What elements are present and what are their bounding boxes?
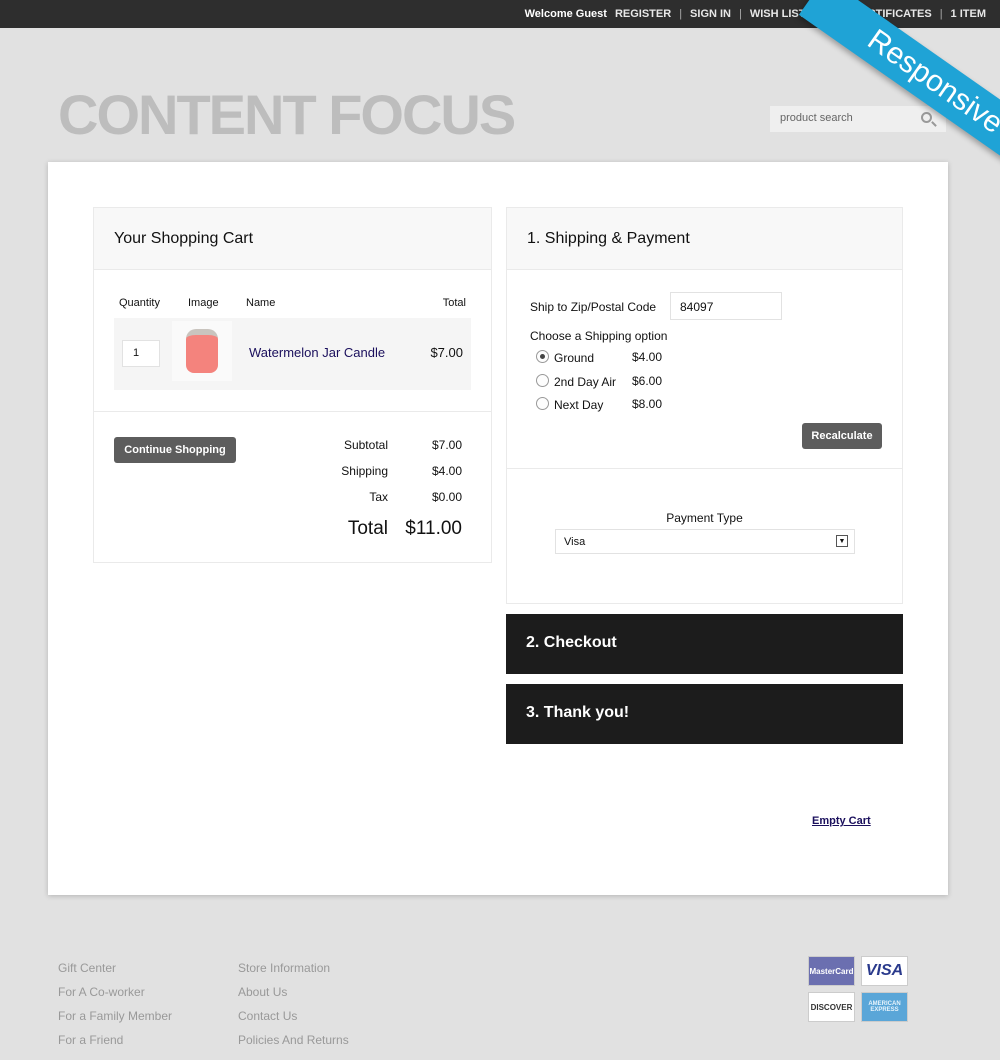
discover-icon: DISCOVER — [808, 992, 855, 1022]
tax-label: Tax — [369, 490, 388, 504]
shipping-value: $4.00 — [431, 464, 462, 478]
search-placeholder: product search — [780, 112, 853, 124]
product-total: $7.00 — [430, 345, 463, 360]
zip-label: Ship to Zip/Postal Code — [530, 300, 657, 314]
logo[interactable]: CONTENT FOCUS — [58, 83, 516, 146]
footer-link[interactable]: For a Family Member — [58, 1009, 173, 1023]
cart-title: Your Shopping Cart — [94, 208, 491, 270]
continue-shopping-button[interactable]: Continue Shopping — [114, 437, 236, 463]
radio-next-day[interactable] — [536, 397, 549, 410]
payment-type-value: Visa — [564, 536, 586, 548]
cart-panel: Your Shopping Cart Quantity Image Name T… — [93, 207, 492, 563]
total-label: Total — [347, 518, 388, 539]
welcome-text: Welcome Guest — [524, 8, 607, 20]
quantity-input[interactable]: 1 — [122, 340, 160, 367]
footer-link[interactable]: For a Friend — [58, 1033, 124, 1047]
header-total: Total — [442, 297, 466, 309]
payment-type-label: Payment Type — [666, 511, 743, 525]
sign-in-link[interactable]: SIGN IN — [690, 8, 731, 20]
footer-link[interactable]: Policies And Returns — [238, 1033, 349, 1047]
header-quantity: Quantity — [119, 297, 160, 309]
option-2nd-day-label[interactable]: 2nd Day Air — [554, 375, 617, 389]
option-next-day-price: $8.00 — [632, 397, 663, 411]
footer-link[interactable]: About Us — [238, 985, 288, 999]
shipping-panel: 1. Shipping & Payment Ship to Zip/Postal… — [506, 207, 903, 604]
product-name[interactable]: Watermelon Jar Candle — [249, 345, 386, 360]
payment-type-select[interactable]: Visa ▼ — [555, 529, 855, 554]
subtotal-label: Subtotal — [343, 438, 388, 452]
footer-link[interactable]: Gift Center — [58, 961, 117, 975]
option-2nd-day-price: $6.00 — [632, 374, 663, 388]
total-value: $11.00 — [405, 518, 462, 539]
tax-value: $0.00 — [431, 490, 462, 504]
table-row: 1 Watermelon Jar Candle $7.00 — [114, 318, 471, 390]
empty-cart-link[interactable]: Empty Cart — [812, 815, 871, 827]
search-input[interactable]: product search — [770, 106, 946, 132]
radio-ground[interactable] — [536, 350, 549, 363]
cart-items-link[interactable]: 1 ITEM — [950, 8, 986, 20]
option-ground-price: $4.00 — [632, 350, 663, 364]
register-link[interactable]: REGISTER — [614, 8, 672, 20]
chevron-down-icon[interactable]: ▼ — [836, 535, 848, 547]
shipping-label: Shipping — [341, 464, 388, 478]
step-checkout[interactable]: 2. Checkout — [506, 614, 903, 674]
subtotal-value: $7.00 — [431, 438, 462, 452]
responsive-ribbon: Responsive — [798, 0, 1000, 187]
search-icon[interactable] — [921, 112, 932, 123]
footer-link[interactable]: Contact Us — [238, 1009, 298, 1023]
footer-link[interactable]: For A Co-worker — [58, 985, 145, 999]
product-image[interactable] — [172, 321, 232, 381]
header-name: Name — [246, 297, 276, 309]
wish-list-link[interactable]: WISH LIST — [749, 8, 806, 20]
mastercard-icon: MasterCard — [808, 956, 855, 986]
recalculate-button[interactable]: Recalculate — [802, 423, 882, 449]
footer-link[interactable]: Store Information — [238, 961, 331, 975]
step-thank-you[interactable]: 3. Thank you! — [506, 684, 903, 744]
zip-input[interactable]: 84097 — [670, 292, 782, 320]
amex-icon: AMERICAN EXPRESS — [861, 992, 908, 1022]
radio-2nd-day-air[interactable] — [536, 374, 549, 387]
visa-icon: VISA — [861, 956, 908, 986]
option-next-day-label[interactable]: Next Day — [554, 398, 604, 412]
shipping-title: 1. Shipping & Payment — [507, 208, 902, 270]
shipping-option-label: Choose a Shipping option — [530, 329, 668, 343]
header-image: Image — [188, 297, 219, 309]
option-ground-label[interactable]: Ground — [554, 351, 595, 365]
main-content: Your Shopping Cart Quantity Image Name T… — [48, 162, 948, 895]
